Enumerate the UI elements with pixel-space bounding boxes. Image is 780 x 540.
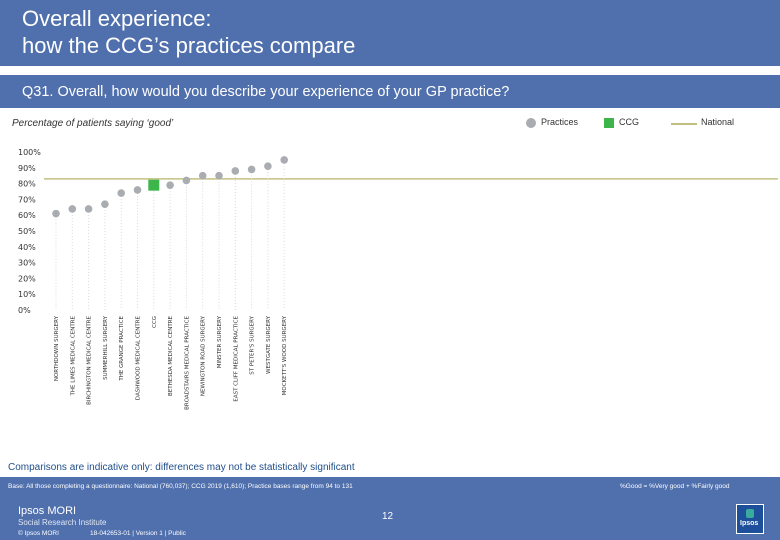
practice-point [101, 200, 109, 208]
footer-bar: Base: All those completing a questionnai… [0, 477, 780, 540]
logo-text: Ipsos [740, 520, 759, 527]
category-label: MOCKETT'S WOOD SURGERY [282, 315, 288, 395]
question-text: Q31. Overall, how would you describe you… [22, 84, 510, 100]
practice-point [166, 181, 174, 189]
category-label: EAST CLIFF MEDICAL PRACTICE [233, 315, 239, 401]
practice-point [84, 205, 93, 213]
practice-point [182, 176, 191, 185]
copyright-text: © Ipsos MORI [18, 530, 59, 537]
question-bar: Q31. Overall, how would you describe you… [0, 75, 780, 108]
legend-ccg-marker [604, 118, 614, 128]
y-tick-label: 90% [18, 164, 36, 173]
practice-point [117, 189, 125, 197]
category-label: DASHWOOD MEDICAL CENTRE [136, 315, 142, 400]
reference-text: 18-042653-01 | Version 1 | Public [90, 530, 186, 537]
legend-national-label: National [701, 117, 735, 127]
definition-text: %Good = %Very good + %Fairly good [620, 483, 730, 490]
category-label: WESTGATE SURGERY [266, 315, 272, 373]
category-label: NEWINGTON ROAD SURGERY [201, 315, 207, 396]
logo-icon [746, 509, 754, 518]
category-label: SUMMERHILL SURGERY [103, 315, 109, 379]
category-label: BETHESDA MEDICAL CENTRE [168, 315, 174, 395]
ccg-marker [148, 179, 160, 191]
y-tick-label: 10% [18, 290, 36, 299]
legend-practices-marker [526, 118, 536, 128]
base-text: Base: All those completing a questionnai… [8, 483, 353, 490]
header-bar: Overall experience: how the CCG’s practi… [0, 0, 780, 66]
legend-national-line [671, 123, 697, 125]
significance-note: Comparisons are indicative only: differe… [8, 462, 355, 473]
category-label: BROADSTAIRS MEDICAL PRACTICE [184, 315, 190, 409]
practice-point [231, 167, 240, 175]
y-tick-label: 50% [18, 227, 36, 236]
practice-point [280, 156, 289, 164]
page-title: Overall experience: how the CCG’s practi… [22, 6, 356, 58]
ipsos-logo: Ipsos [736, 504, 764, 534]
category-label: MINSTER SURGERY [217, 315, 223, 368]
category-label: ST PETER'S SURGERY [250, 315, 256, 374]
y-tick-label: 70% [18, 195, 36, 204]
brand-subtitle: Social Research Institute [18, 518, 107, 527]
practice-point [247, 165, 256, 174]
y-tick-label: 20% [18, 274, 36, 283]
category-label: BIRCHINGTON MEDICAL CENTRE [87, 315, 93, 404]
page-number: 12 [382, 511, 394, 522]
scatter-chart: 0% 10% 20% 30% 40% 50% 60% 70% 80% 90% 100% NORTHDO… [18, 148, 778, 410]
y-tick-label: 0% [18, 306, 31, 315]
practice-point [52, 209, 60, 218]
legend-practices-label: Practices [541, 117, 579, 127]
y-tick-label: 30% [18, 259, 36, 268]
brand-name: Ipsos MORI [18, 505, 77, 517]
practice-point [133, 186, 142, 194]
practice-point [264, 162, 272, 171]
practice-point [198, 171, 207, 180]
category-label: THE LIMES MEDICAL CENTRE [70, 315, 76, 396]
chart-subtitle: Percentage of patients saying ‘good’ [12, 118, 174, 129]
y-tick-label: 40% [18, 243, 36, 252]
practice-point [215, 171, 223, 180]
category-label: CCG [152, 316, 158, 328]
y-tick-label: 80% [18, 180, 36, 189]
y-tick-label: 100% [18, 148, 41, 157]
practice-point [68, 205, 77, 213]
category-label: NORTHDOWN SURGERY [54, 315, 60, 381]
category-label: THE GRANGE PRACTICE [119, 315, 125, 381]
legend-ccg-label: CCG [619, 117, 639, 127]
y-tick-label: 60% [18, 211, 36, 220]
